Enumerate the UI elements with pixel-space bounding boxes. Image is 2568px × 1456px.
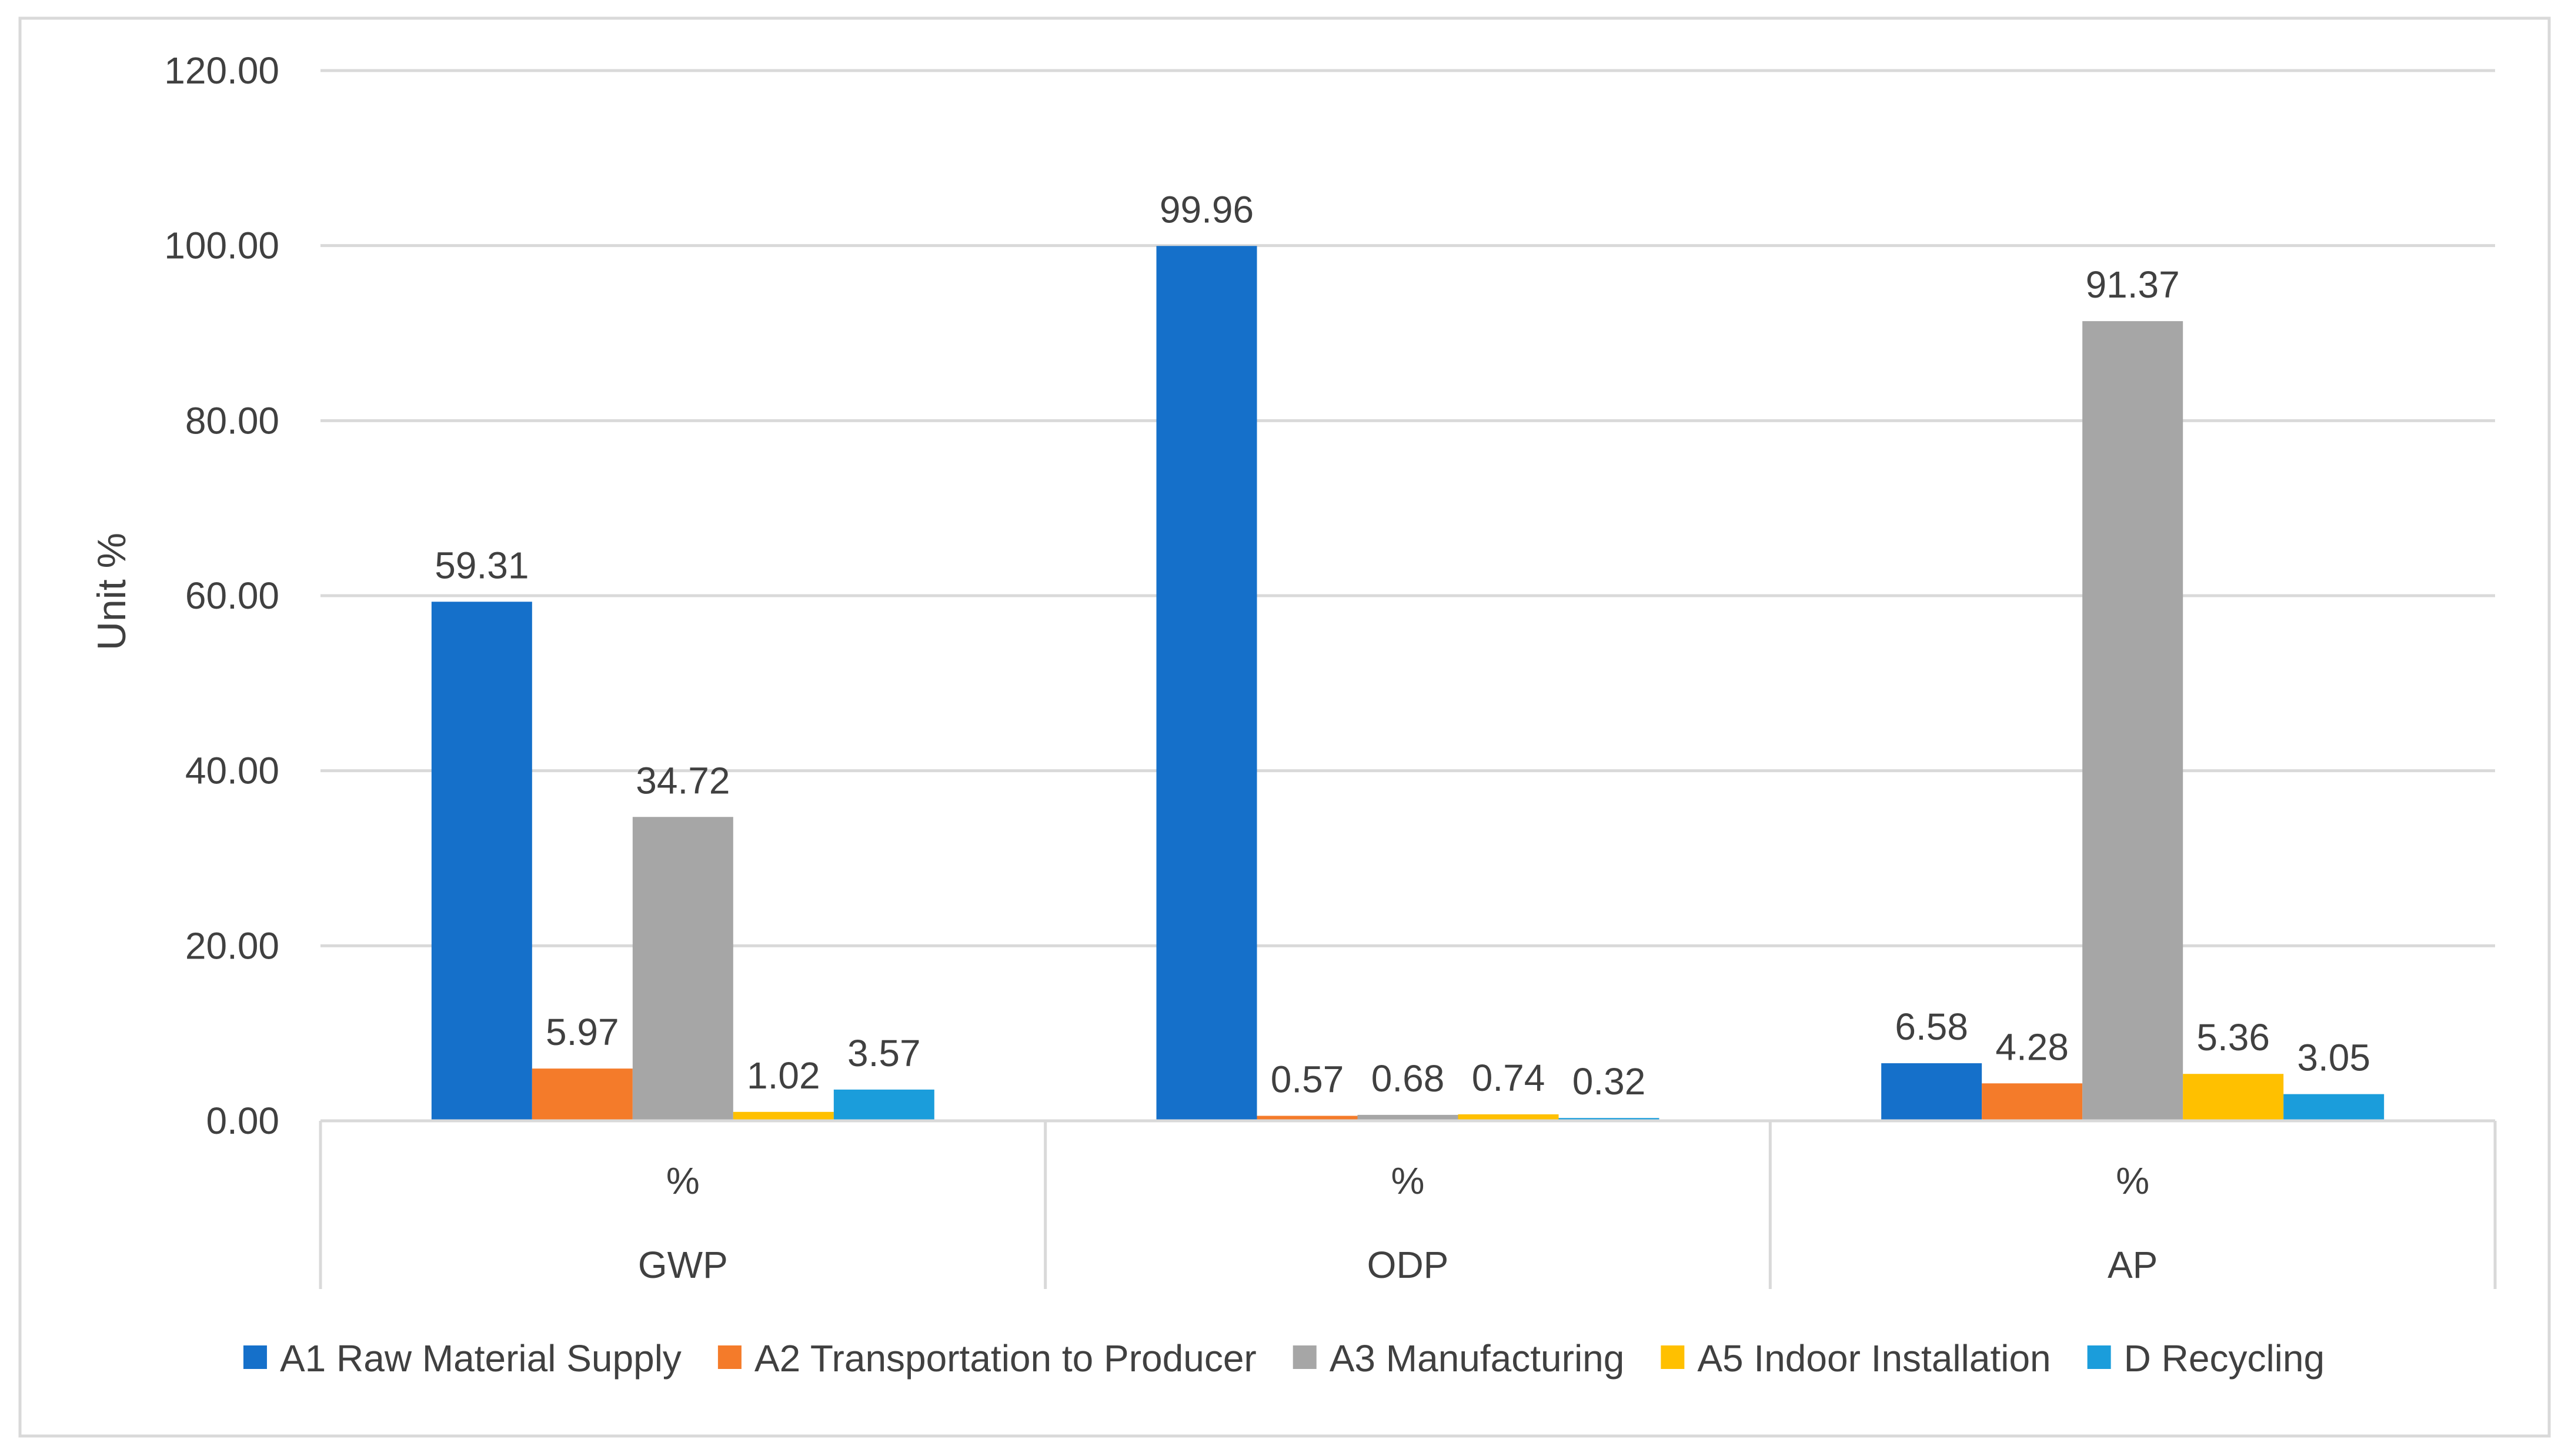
data-label: 0.74 bbox=[1472, 1057, 1545, 1099]
x-tick-label: GWP bbox=[638, 1244, 728, 1286]
bar bbox=[2283, 1094, 2385, 1121]
y-tick-label: 60.00 bbox=[185, 575, 279, 617]
legend-label: A3 Manufacturing bbox=[1330, 1337, 1625, 1380]
bar bbox=[2082, 321, 2183, 1121]
y-tick-label: 0.00 bbox=[206, 1100, 279, 1142]
data-label: 3.57 bbox=[847, 1032, 921, 1074]
x-tick-label: ODP bbox=[1367, 1244, 1449, 1286]
data-label: 0.68 bbox=[1371, 1057, 1445, 1100]
x-tick-label-unit: % bbox=[2116, 1160, 2149, 1202]
y-tick-label: 120.00 bbox=[164, 49, 279, 92]
x-tick-label-unit: % bbox=[666, 1160, 700, 1202]
legend-swatch bbox=[1661, 1345, 1685, 1369]
legend-label: D Recycling bbox=[2124, 1337, 2325, 1380]
data-label: 0.57 bbox=[1271, 1058, 1344, 1101]
legend-label: A1 Raw Material Supply bbox=[280, 1337, 682, 1380]
bar bbox=[2183, 1074, 2284, 1121]
bar bbox=[1458, 1114, 1559, 1121]
bar bbox=[632, 817, 733, 1121]
y-tick-label: 80.00 bbox=[185, 399, 279, 442]
legend-label: A5 Indoor Installation bbox=[1697, 1337, 2051, 1380]
y-tick-label: 40.00 bbox=[185, 750, 279, 792]
bar bbox=[1357, 1114, 1458, 1121]
bar bbox=[1156, 246, 1257, 1121]
legend-swatch bbox=[1293, 1345, 1317, 1369]
y-tick-label: 100.00 bbox=[164, 225, 279, 267]
legend-label: A2 Transportation to Producer bbox=[754, 1337, 1257, 1380]
data-label: 1.02 bbox=[747, 1054, 820, 1097]
y-tick-label: 20.00 bbox=[185, 924, 279, 967]
data-label: 5.36 bbox=[2196, 1016, 2270, 1058]
x-tick-label-unit: % bbox=[1391, 1160, 1425, 1202]
data-label: 59.31 bbox=[435, 544, 529, 586]
data-label: 6.58 bbox=[1895, 1006, 1968, 1048]
bar bbox=[1982, 1083, 2083, 1121]
data-label: 5.97 bbox=[546, 1011, 619, 1053]
data-label: 0.32 bbox=[1572, 1060, 1646, 1103]
bar bbox=[833, 1089, 934, 1121]
data-label: 34.72 bbox=[636, 759, 730, 802]
legend-swatch bbox=[717, 1345, 742, 1369]
bar bbox=[532, 1068, 633, 1121]
data-label: 99.96 bbox=[1160, 188, 1254, 231]
bar bbox=[431, 602, 532, 1121]
data-label: 3.05 bbox=[2297, 1037, 2370, 1079]
bar bbox=[1881, 1063, 1982, 1121]
y-axis-title: Unit % bbox=[89, 533, 134, 650]
legend-swatch bbox=[2087, 1345, 2111, 1369]
data-label: 4.28 bbox=[1995, 1026, 2069, 1068]
bar bbox=[1257, 1116, 1358, 1121]
bar bbox=[733, 1111, 834, 1121]
data-label: 91.37 bbox=[2086, 263, 2180, 306]
x-tick-label: AP bbox=[2108, 1244, 2158, 1286]
legend-swatch bbox=[243, 1345, 267, 1369]
